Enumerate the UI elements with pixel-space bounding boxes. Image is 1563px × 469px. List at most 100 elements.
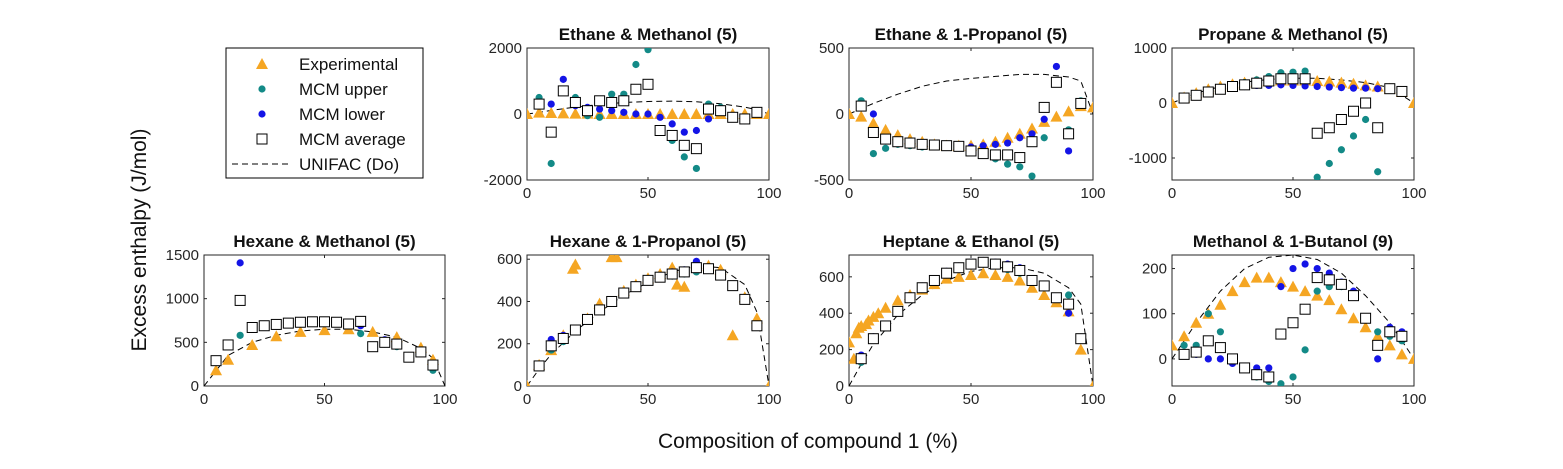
point-avg (306, 316, 318, 328)
point-avg (618, 95, 630, 107)
point-exp (1323, 294, 1336, 306)
point-avg (989, 258, 1001, 270)
point-avg (1396, 85, 1408, 97)
point-avg (904, 292, 916, 304)
point-avg (1227, 81, 1238, 92)
point-upper (1216, 328, 1224, 336)
point-exp (1250, 271, 1263, 283)
y-tick-label: 1000 (166, 291, 199, 308)
point-avg (977, 148, 989, 160)
point-lower (236, 259, 244, 267)
point-exp (1335, 76, 1348, 88)
y-tick-label: -1000 (1129, 150, 1167, 167)
y-tick-label: 0 (1159, 95, 1167, 112)
point-upper (1040, 134, 1048, 142)
point-avg (916, 282, 928, 294)
point-exp (569, 107, 582, 119)
y-tick-label: 1000 (1134, 40, 1167, 57)
point-lower (1349, 84, 1358, 92)
point-avg (355, 315, 367, 327)
point-avg (1360, 97, 1372, 109)
point-exp (318, 324, 331, 336)
point-avg (654, 125, 666, 136)
series-exp (1172, 271, 1414, 364)
point-exp (1001, 131, 1014, 143)
point-avg (379, 336, 391, 348)
point-upper (882, 144, 890, 152)
point-avg (1227, 353, 1238, 365)
subplot-title: Ethane & Methanol (5) (559, 25, 738, 44)
point-lower (1065, 309, 1073, 317)
point-exp (1311, 289, 1324, 301)
x-tick-label: 100 (756, 391, 781, 408)
point-avg (654, 271, 666, 283)
point-avg (545, 340, 557, 352)
legend-swatch-avg (256, 133, 268, 145)
point-exp (1408, 352, 1414, 364)
point-avg (1075, 97, 1087, 109)
point-avg (1384, 83, 1396, 95)
point-avg (1014, 264, 1026, 276)
plot-content (204, 259, 445, 386)
point-exp (1347, 312, 1360, 324)
point-exp (1335, 303, 1348, 315)
point-lower (1289, 264, 1297, 273)
point-exp (678, 280, 691, 292)
series-avg (855, 76, 1087, 164)
y-tick-label: 500 (174, 334, 199, 351)
legend-entry-unifac: UNIFAC (Do) (232, 155, 399, 174)
point-lower (692, 126, 701, 135)
point-avg (1335, 114, 1347, 125)
point-avg (569, 324, 581, 336)
point-upper (1204, 310, 1212, 318)
point-exp (849, 108, 855, 119)
point-avg (642, 274, 654, 286)
point-exp (1089, 380, 1093, 386)
series-avg (533, 78, 763, 155)
point-exp (1395, 348, 1408, 360)
point-lower (1265, 364, 1273, 372)
point-lower (1065, 147, 1073, 155)
point-avg (1348, 105, 1359, 117)
point-exp (246, 338, 259, 350)
point-avg (1038, 101, 1050, 113)
x-tick-label: 50 (1285, 391, 1302, 408)
point-avg (1251, 77, 1263, 89)
point-avg (582, 105, 593, 117)
y-tick-label: -500 (814, 172, 844, 189)
point-upper (608, 90, 616, 98)
point-exp (1026, 122, 1038, 134)
y-tick-label: 0 (191, 378, 199, 395)
point-exp (1038, 289, 1051, 301)
subplot-5: Hexane & 1-Propanol (5) 0 50 100 0 200 400 600 (497, 232, 782, 408)
point-avg (630, 83, 642, 95)
x-tick-label: 50 (963, 391, 980, 408)
point-avg (1323, 274, 1335, 286)
point-lower (1313, 82, 1321, 91)
point-avg (1178, 92, 1190, 104)
x-tick-label: 0 (1168, 185, 1176, 202)
point-avg (391, 338, 403, 350)
point-avg (1190, 89, 1202, 101)
point-avg (690, 143, 702, 155)
point-upper (644, 48, 652, 54)
point-avg (319, 316, 330, 328)
point-exp (1238, 276, 1251, 288)
x-tick-label: 0 (200, 391, 208, 408)
point-lower (620, 108, 628, 116)
series-unifac-line (849, 73, 1093, 115)
point-avg (880, 133, 892, 145)
point-avg (331, 316, 343, 328)
point-exp (867, 117, 880, 129)
point-lower (1313, 264, 1321, 273)
point-upper (1313, 287, 1321, 295)
point-lower (608, 107, 616, 115)
legend-entry-exp: Experimental (256, 55, 398, 74)
point-avg (1026, 136, 1038, 148)
series-unifac-line (1172, 255, 1414, 360)
point-avg (1372, 122, 1384, 134)
subplot-title: Hexane & 1-Propanol (5) (550, 232, 747, 251)
point-upper (1301, 67, 1309, 75)
point-avg (1002, 149, 1014, 161)
